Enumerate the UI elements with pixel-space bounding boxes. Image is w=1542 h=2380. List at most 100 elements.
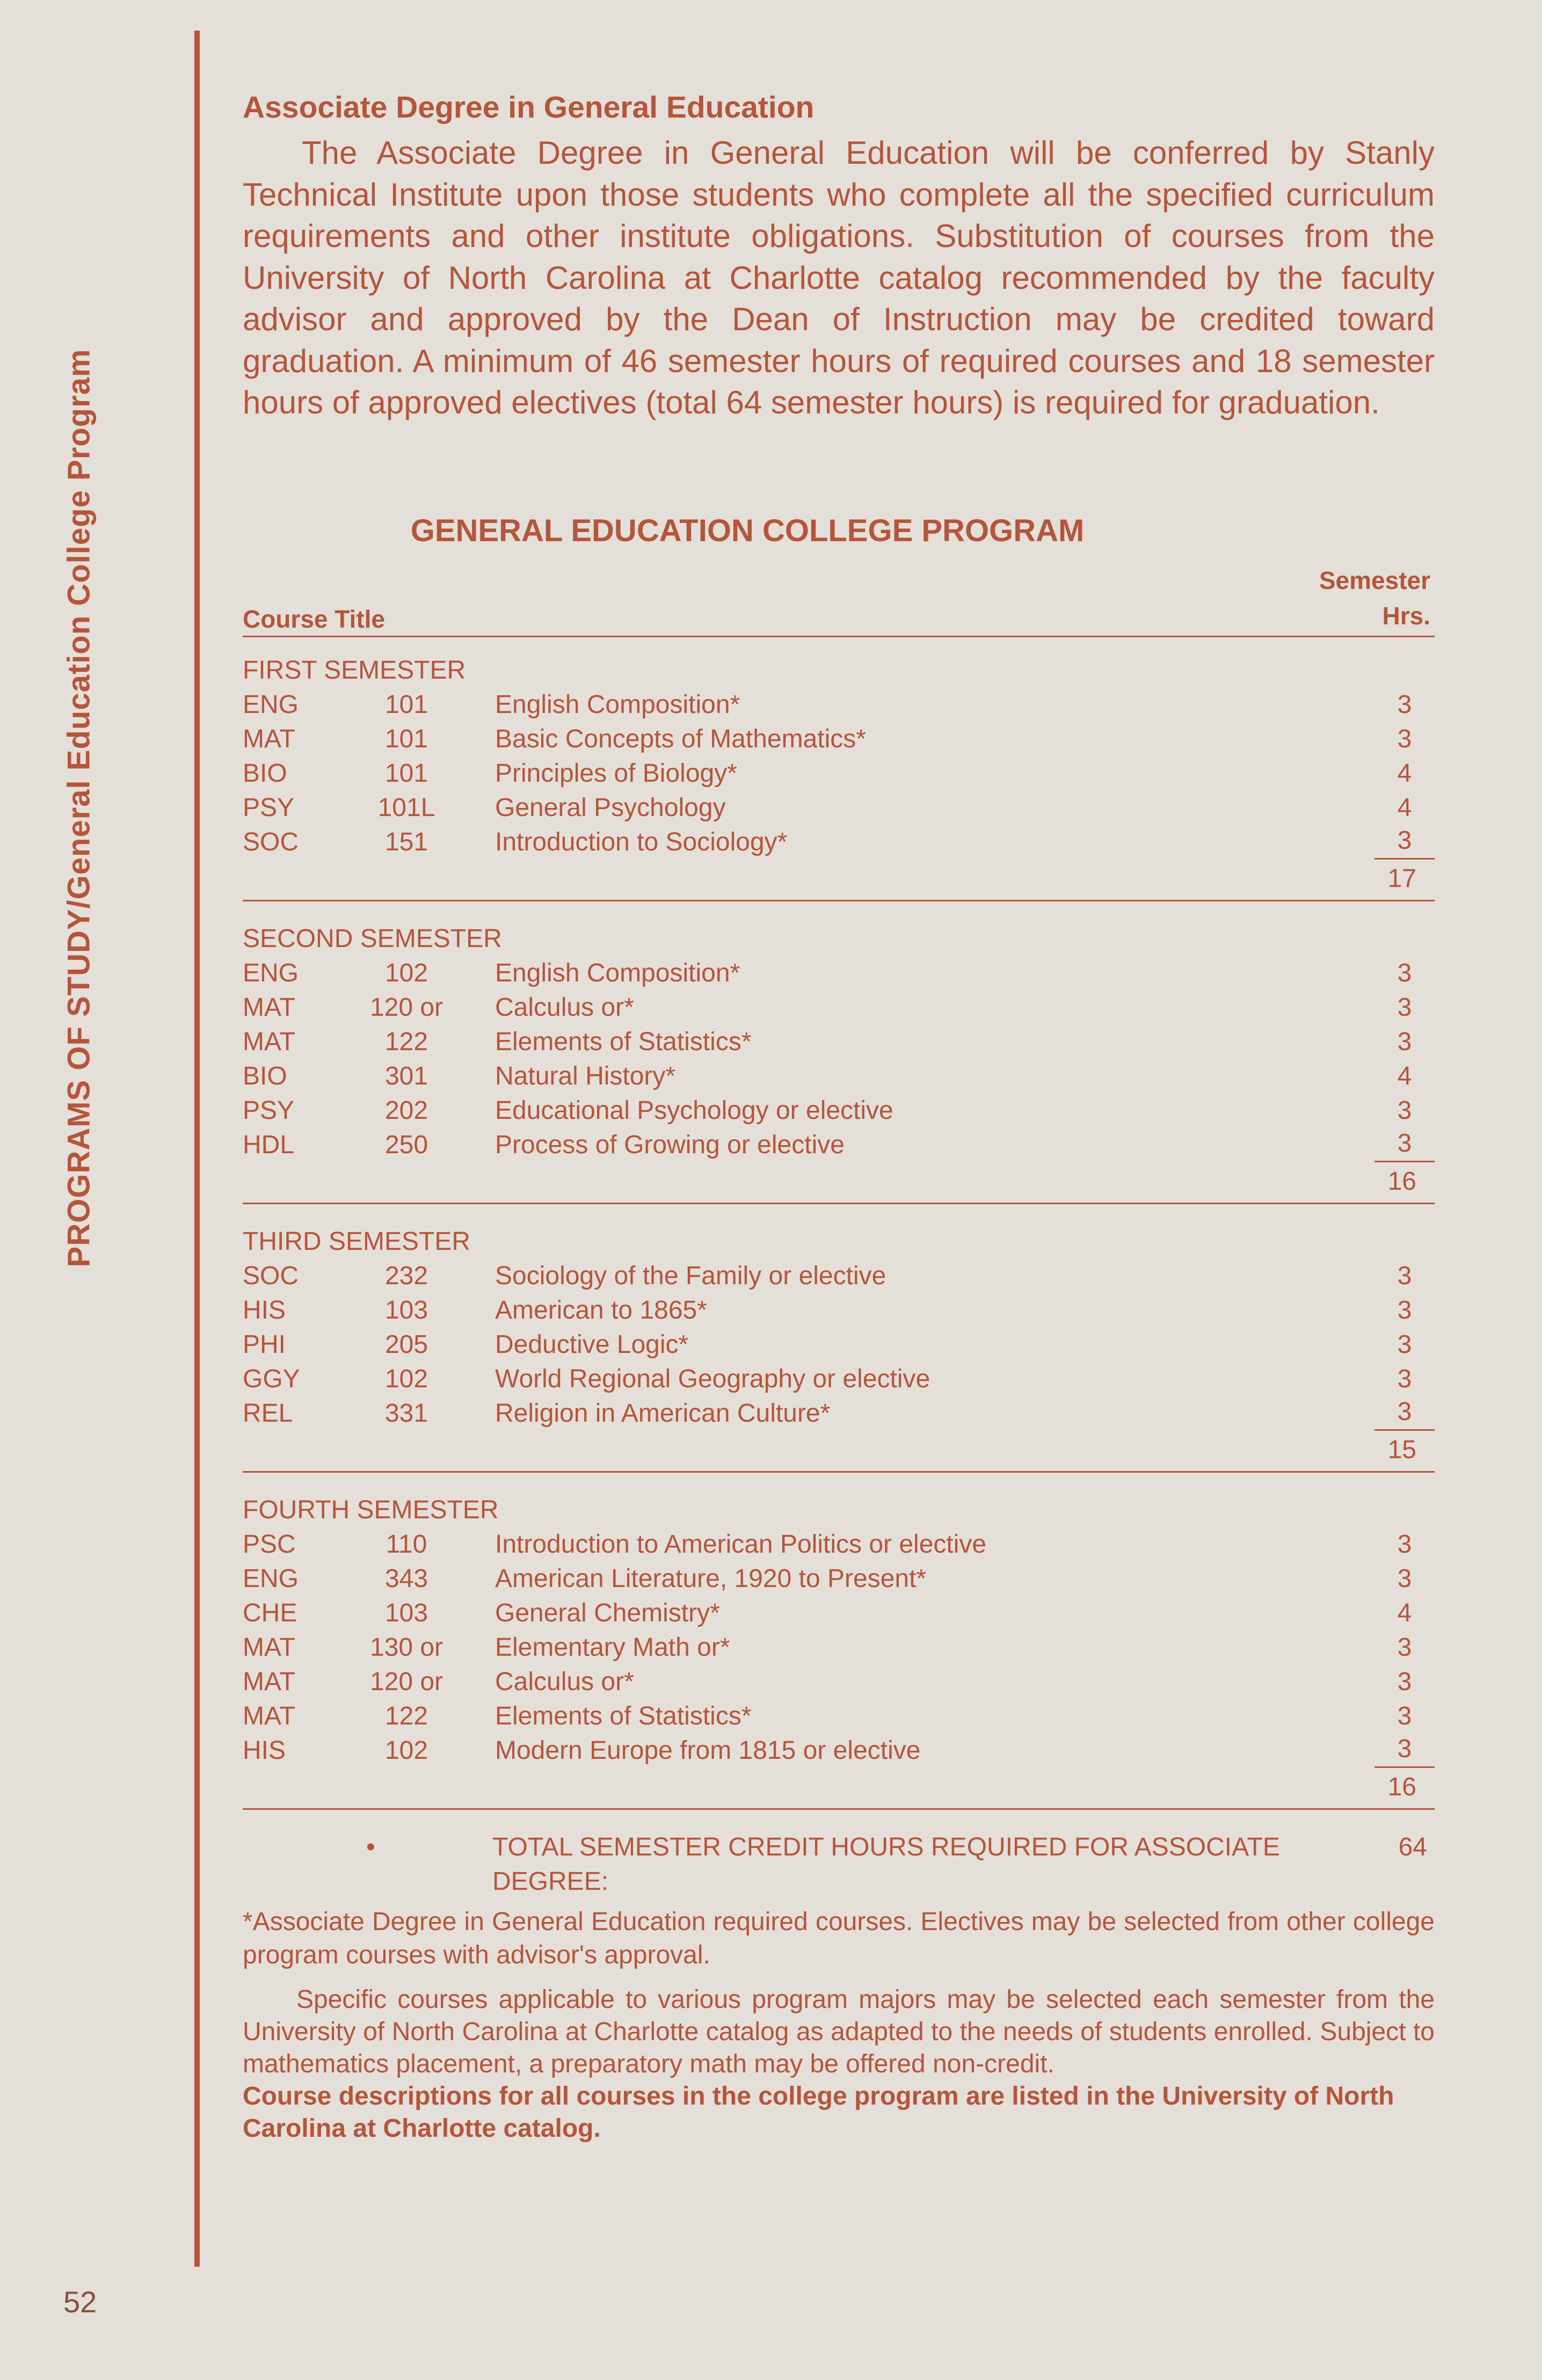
course-row: PSY 101L General Psychology 4 (243, 791, 1435, 825)
course-number: 130 or (369, 1633, 443, 1662)
course-title: Process of Growing or elective (495, 1130, 845, 1159)
course-title: Natural History* (495, 1061, 676, 1090)
side-running-title: PROGRAMS OF STUDY/General Education Coll… (61, 348, 97, 1268)
section-heading: Associate Degree in General Education (243, 90, 814, 125)
course-number: 110 (386, 1530, 427, 1559)
course-hours: 3 (1374, 1128, 1435, 1162)
course-hours: 3 (1374, 1396, 1435, 1431)
course-hours: 4 (1397, 1061, 1412, 1090)
course-hours: 3 (1397, 958, 1412, 987)
course-row: SOC 151 Introduction to Sociology* 3 (243, 825, 1435, 861)
semester-block: FIRST SEMESTER ENG 101 English Compositi… (243, 653, 1435, 901)
course-hours: 3 (1397, 1667, 1412, 1696)
course-dept: ENG (243, 1564, 299, 1593)
course-hours: 3 (1397, 1564, 1412, 1593)
course-row: ENG 101 English Composition* 3 (243, 688, 1435, 722)
course-dept: SOC (243, 827, 299, 856)
course-number: 205 (384, 1330, 428, 1359)
course-hours: 3 (1397, 1530, 1412, 1559)
course-hours: 3 (1397, 993, 1412, 1022)
course-dept: HIS (243, 1295, 286, 1324)
course-number: 102 (384, 1364, 428, 1393)
course-row: PSC 110 Introduction to American Politic… (243, 1527, 1435, 1562)
grand-total-label: TOTAL SEMESTER CREDIT HOURS REQUIRED FOR… (492, 1832, 1280, 1896)
course-title: Religion in American Culture* (495, 1399, 831, 1428)
course-dept: HDL (243, 1130, 295, 1159)
footnote: *Associate Degree in General Education r… (243, 1907, 1435, 1969)
course-number: 331 (384, 1399, 428, 1428)
course-title: General Psychology (495, 793, 726, 822)
course-row: HDL 250 Process of Growing or elective 3 (243, 1128, 1435, 1164)
course-number: 120 or (369, 1667, 443, 1696)
course-title: Calculus or* (495, 993, 634, 1022)
table-header: Course Title Semester Hrs. (243, 563, 1435, 637)
course-row: BIO 101 Principles of Biology* 4 (243, 756, 1435, 791)
course-row: HIS 102 Modern Europe from 1815 or elect… (243, 1734, 1435, 1770)
course-hours: 3 (1397, 724, 1412, 753)
course-title: Introduction to Sociology* (495, 827, 788, 856)
course-number: 101 (384, 724, 428, 753)
course-hours: 3 (1397, 1364, 1412, 1393)
semester-block: SECOND SEMESTER ENG 102 English Composit… (243, 922, 1435, 1204)
course-hours: 3 (1397, 1096, 1412, 1125)
course-row: ENG 102 English Composition* 3 (243, 956, 1435, 991)
course-row: MAT 122 Elements of Statistics* 3 (243, 1699, 1435, 1734)
course-dept: PSC (243, 1530, 296, 1559)
course-row: SOC 232 Sociology of the Family or elect… (243, 1259, 1435, 1293)
hours-header-line1: Semester (1319, 566, 1430, 594)
semester-list: FIRST SEMESTER ENG 101 English Compositi… (243, 653, 1435, 1810)
semester-total: 15 (1387, 1435, 1416, 1464)
course-hours: 3 (1397, 690, 1412, 719)
course-hours: 3 (1374, 825, 1435, 860)
bullet-mark: • (366, 1832, 375, 1861)
course-hours: 3 (1374, 1734, 1435, 1768)
course-title: Educational Psychology or elective (495, 1096, 893, 1125)
semester-block: THIRD SEMESTER SOC 232 Sociology of the … (243, 1225, 1435, 1473)
course-dept: MAT (243, 1701, 295, 1730)
course-row: PHI 205 Deductive Logic* 3 (243, 1328, 1435, 1362)
course-dept: PSY (243, 793, 295, 822)
course-dept: MAT (243, 1027, 295, 1056)
course-title: Elements of Statistics* (495, 1027, 752, 1056)
course-row: ENG 343 American Literature, 1920 to Pre… (243, 1562, 1435, 1596)
intro-paragraph: The Associate Degree in General Educatio… (243, 135, 1435, 420)
course-number: 301 (384, 1061, 428, 1090)
grand-total-value: 64 (1398, 1832, 1427, 1861)
course-title: Modern Europe from 1815 or elective (495, 1736, 921, 1765)
course-hours: 3 (1397, 1261, 1412, 1290)
course-title: General Chemistry* (495, 1598, 720, 1627)
specific-note: Specific courses applicable to various p… (243, 1985, 1435, 2078)
semester-block: FOURTH SEMESTER PSC 110 Introduction to … (243, 1493, 1435, 1810)
course-dept: GGY (243, 1364, 300, 1393)
course-row: MAT 130 or Elementary Math or* 3 (243, 1631, 1435, 1665)
course-title: Calculus or* (495, 1667, 634, 1696)
course-title: Deductive Logic* (495, 1330, 689, 1359)
course-number: 120 or (369, 993, 443, 1022)
course-row: MAT 122 Elements of Statistics* 3 (243, 1025, 1435, 1059)
course-dept: BIO (243, 1061, 287, 1090)
semester-label: FIRST SEMESTER (243, 656, 466, 685)
course-number: 202 (384, 1096, 428, 1125)
course-title: World Regional Geography or elective (495, 1364, 930, 1393)
course-dept: SOC (243, 1261, 299, 1290)
course-title: Elementary Math or* (495, 1633, 730, 1662)
page-content: Associate Degree in General Education Th… (243, 86, 1435, 2145)
course-number: 103 (384, 1598, 428, 1627)
course-hours: 4 (1397, 759, 1412, 788)
course-number: 343 (384, 1564, 428, 1593)
course-title: American Literature, 1920 to Present* (495, 1564, 927, 1593)
course-hours: 3 (1397, 1330, 1412, 1359)
course-title-header: Course Title (243, 605, 385, 633)
course-row: BIO 301 Natural History* 4 (243, 1059, 1435, 1094)
course-number: 103 (384, 1295, 428, 1324)
course-dept: CHE (243, 1598, 297, 1627)
semester-total: 16 (1387, 1772, 1416, 1801)
course-row: GGY 102 World Regional Geography or elec… (243, 1362, 1435, 1396)
course-hours: 4 (1397, 1598, 1412, 1627)
course-dept: PHI (243, 1330, 286, 1359)
page-number: 52 (63, 2285, 97, 2319)
course-row: MAT 101 Basic Concepts of Mathematics* 3 (243, 722, 1435, 756)
vertical-rule (194, 31, 200, 2267)
course-number: 102 (384, 958, 428, 987)
course-row: PSY 202 Educational Psychology or electi… (243, 1094, 1435, 1128)
